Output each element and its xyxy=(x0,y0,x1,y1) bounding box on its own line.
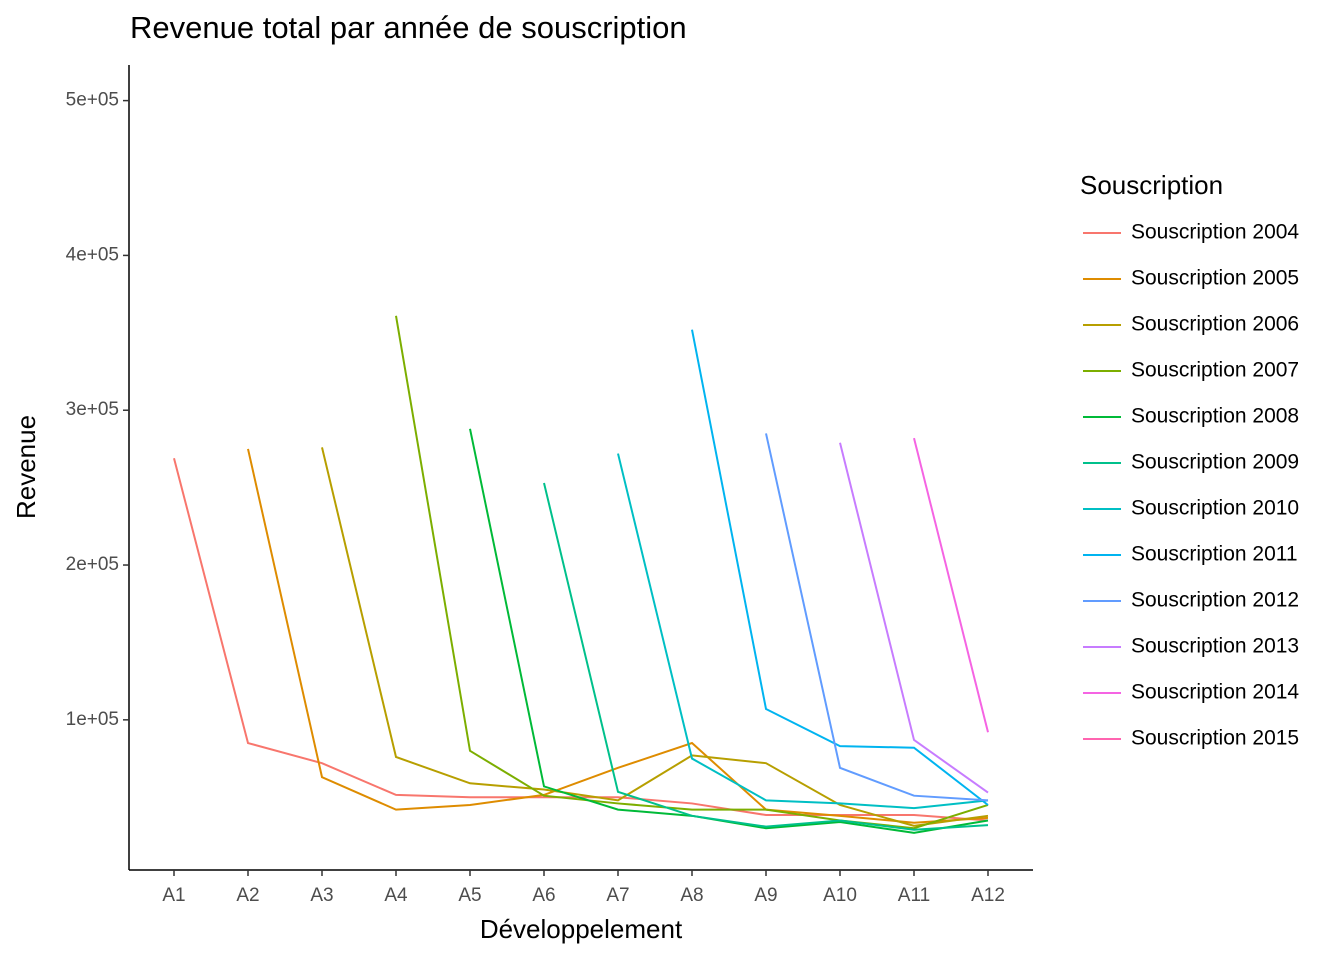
y-tick-label: 5e+05 xyxy=(66,90,119,111)
x-tick-label: A11 xyxy=(898,885,930,906)
legend-label: Souscription 2013 xyxy=(1131,635,1299,658)
legend-label: Souscription 2015 xyxy=(1131,727,1299,750)
x-tick-label: A4 xyxy=(384,885,408,906)
x-tick-label: A7 xyxy=(606,885,629,906)
series-line xyxy=(691,329,989,806)
series-line xyxy=(765,433,989,802)
y-axis-title: Revenue xyxy=(11,415,41,519)
legend-label: Souscription 2014 xyxy=(1131,681,1299,704)
legend-label: Souscription 2007 xyxy=(1131,359,1299,382)
legend-label: Souscription 2010 xyxy=(1131,497,1299,520)
legend-label: Souscription 2011 xyxy=(1131,543,1298,566)
legend-label: Souscription 2004 xyxy=(1131,221,1299,244)
y-tick-label: 3e+05 xyxy=(66,399,119,420)
y-tick-label: 4e+05 xyxy=(66,244,119,265)
series-line xyxy=(913,437,989,733)
x-tick-label: A9 xyxy=(754,885,777,906)
series-line xyxy=(543,482,989,831)
x-axis-title: Développelement xyxy=(480,914,683,944)
x-tick-label: A1 xyxy=(162,885,185,906)
x-tick-label: A12 xyxy=(971,885,1005,906)
series-line xyxy=(395,315,989,830)
legend-label: Souscription 2012 xyxy=(1131,589,1299,612)
chart-title: Revenue total par année de souscription xyxy=(130,10,687,45)
series-line xyxy=(839,442,989,794)
series-line xyxy=(247,448,989,824)
series-line xyxy=(321,447,989,827)
legend-label: Souscription 2006 xyxy=(1131,313,1299,336)
x-tick-label: A10 xyxy=(823,885,857,906)
legend-title: Souscription xyxy=(1080,170,1223,200)
x-tick-label: A2 xyxy=(236,885,259,906)
series-line xyxy=(469,428,989,834)
legend-label: Souscription 2009 xyxy=(1131,451,1299,474)
y-tick-label: 1e+05 xyxy=(66,709,119,730)
x-tick-label: A6 xyxy=(532,885,555,906)
x-tick-label: A3 xyxy=(310,885,333,906)
x-tick-label: A5 xyxy=(458,885,481,906)
legend-label: Souscription 2005 xyxy=(1131,267,1299,290)
series-line xyxy=(617,453,989,810)
x-tick-label: A8 xyxy=(680,885,703,906)
y-tick-label: 2e+05 xyxy=(66,554,119,575)
legend-label: Souscription 2008 xyxy=(1131,405,1299,428)
